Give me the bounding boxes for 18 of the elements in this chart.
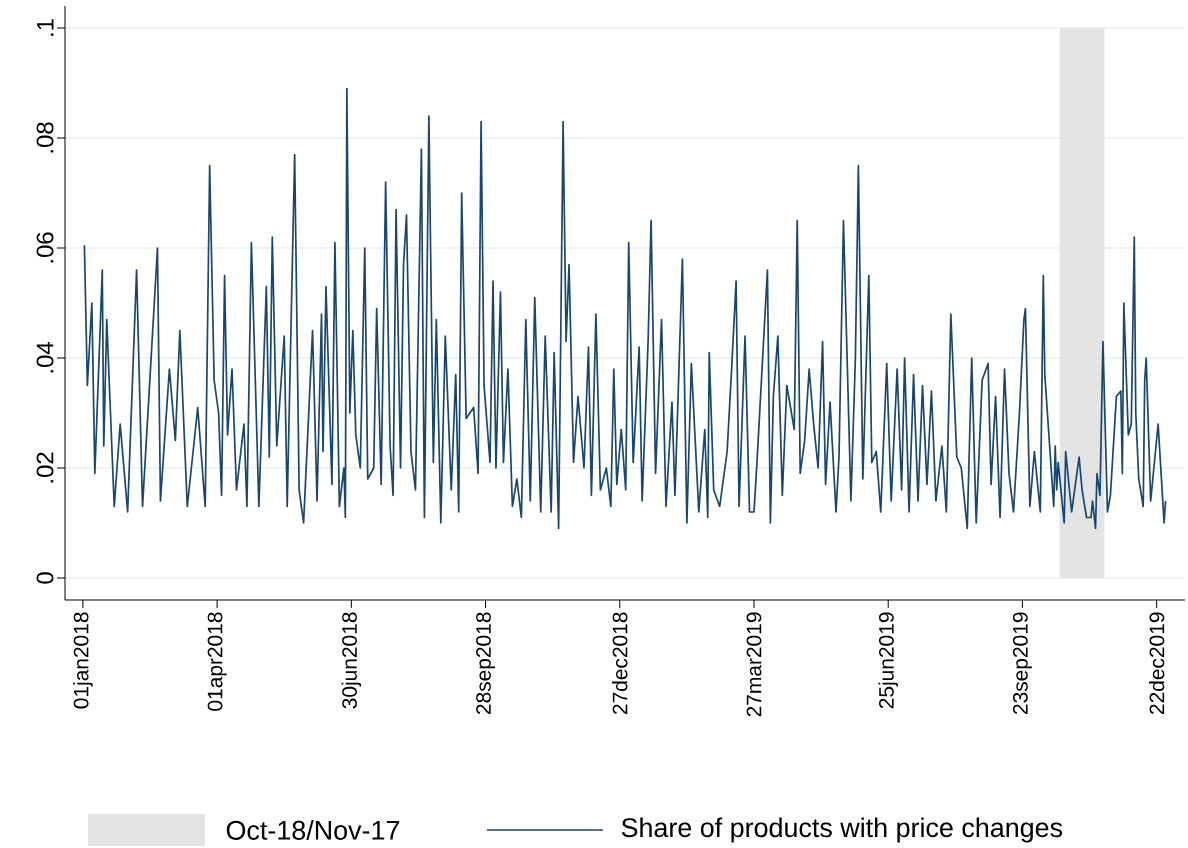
- x-tick-label: 22dec2019: [1148, 612, 1165, 715]
- y-tick-label: .06: [36, 232, 54, 263]
- x-tick-label: 28sep2018: [476, 612, 496, 715]
- x-tick-label: 23sep2019: [1012, 612, 1032, 715]
- y-tick-label: .1: [37, 19, 54, 36]
- y-tick-label: 0: [36, 572, 54, 584]
- line-series: [83, 87, 1167, 530]
- x-tick-label: 27dec2018: [612, 612, 628, 715]
- x-tick-label: 27mar2019: [746, 612, 762, 717]
- x-tick-label: 01jan2018: [73, 612, 93, 709]
- y-tick-label: .02: [36, 452, 54, 483]
- legend-label: Oct-18/Nov-17: [226, 820, 400, 840]
- x-tick-label: 25jun2019: [878, 612, 898, 709]
- x-tick-label: 30jun2018: [341, 612, 362, 709]
- y-tick-label: .04: [36, 342, 54, 373]
- y-tick-label: .08: [36, 122, 54, 153]
- x-tick-label: 01apr2018: [207, 612, 227, 711]
- legend-label: Share of products with price changes: [621, 817, 1063, 843]
